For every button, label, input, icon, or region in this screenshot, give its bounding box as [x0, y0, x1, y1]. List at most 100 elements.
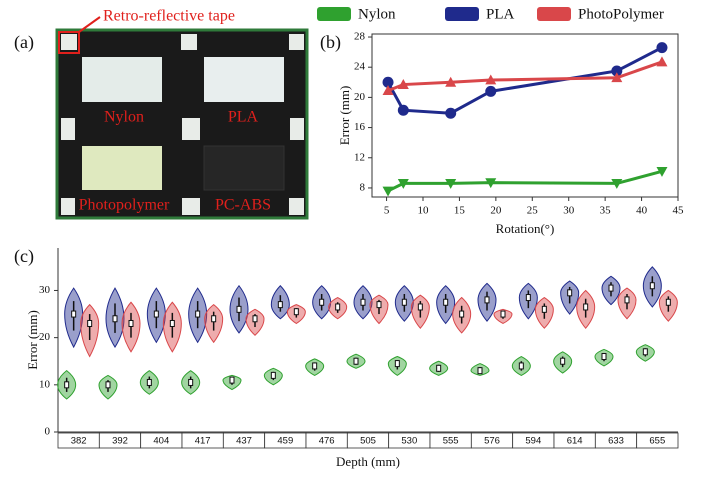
marker [382, 186, 394, 197]
violin-median [436, 364, 442, 372]
x-tick-label: 40 [636, 205, 648, 217]
violin-median [195, 310, 201, 318]
x-tick-label: 476 [319, 436, 335, 447]
x-tick-label: 614 [567, 436, 583, 447]
violin-median [443, 298, 449, 306]
sample [204, 57, 284, 102]
marker [445, 76, 457, 87]
marker [445, 107, 457, 119]
violin-median [87, 319, 93, 327]
violin-median [376, 301, 382, 309]
x-axis-title: Depth (mm) [336, 454, 400, 469]
violin-median [394, 360, 400, 368]
y-axis-title: Error (mm) [337, 86, 352, 146]
x-tick-label: 633 [608, 436, 624, 447]
y-tick-label: 0 [45, 426, 51, 438]
violin-median [477, 367, 483, 375]
x-tick-label: 382 [71, 436, 87, 447]
x-tick-label: 392 [112, 436, 128, 447]
marker [656, 56, 668, 67]
legend-label: Nylon [358, 6, 396, 22]
x-tick-label: 594 [525, 436, 541, 447]
violin-median [71, 310, 77, 318]
violin-median [583, 303, 589, 311]
tape-label: Retro-reflective tape [103, 8, 235, 25]
violin-median [252, 315, 258, 323]
category-cell [636, 432, 679, 449]
legend-label: PhotoPolymer [578, 6, 664, 22]
tape-patches [61, 34, 304, 215]
sample-label: Photopolymer [79, 197, 170, 214]
x-axis-title: Rotation(°) [496, 221, 555, 236]
y-axis-title: Error (mm) [25, 310, 40, 370]
x-tick-label: 655 [649, 436, 665, 447]
x-tick-label: 404 [153, 436, 169, 447]
violin-median [541, 305, 547, 313]
marker [397, 179, 409, 189]
y-tick-label: 20 [39, 331, 51, 343]
x-tick-label: 10 [418, 205, 430, 217]
marker [445, 179, 457, 189]
x-tick-label: 437 [236, 436, 252, 447]
y-tick-label: 16 [354, 121, 366, 133]
violin-median [169, 319, 175, 327]
marker [611, 65, 623, 77]
violin-median [649, 282, 655, 290]
violin-median [112, 315, 118, 323]
violin-median [484, 296, 490, 304]
marker [397, 104, 409, 116]
panel-label: (b) [320, 32, 341, 53]
x-tick-label: 5 [384, 205, 390, 217]
violin-median [665, 298, 671, 306]
marker [611, 72, 623, 83]
x-tick-label: 35 [600, 205, 612, 217]
tape-arrow [78, 16, 101, 33]
x-tick-label: 417 [195, 436, 211, 447]
marker [382, 85, 394, 95]
violin-median [525, 294, 531, 302]
panel-label: (a) [14, 32, 34, 53]
violin-median [146, 378, 152, 386]
x-tick-label: 25 [527, 205, 539, 217]
violin-median [500, 310, 506, 318]
x-tick-label: 15 [454, 205, 466, 217]
marker [485, 74, 497, 85]
panel-label: (c) [14, 246, 34, 267]
x-tick-label: 459 [277, 436, 293, 447]
y-tick-label: 8 [360, 181, 366, 193]
y-tick-label: 12 [354, 151, 365, 163]
violin-median [277, 301, 283, 309]
violin-median [312, 362, 318, 370]
marker [485, 85, 497, 97]
violin-median [401, 298, 407, 306]
x-tick-label: 30 [563, 205, 575, 217]
x-tick-label: 45 [673, 205, 685, 217]
violin-median [64, 381, 70, 389]
violin-median [105, 381, 111, 389]
sample [203, 145, 285, 191]
marker [382, 76, 394, 88]
violin-median [335, 303, 341, 311]
legend-swatch [317, 7, 351, 21]
legend-swatch [445, 7, 479, 21]
violin-median [518, 362, 524, 370]
violin-median [601, 353, 607, 361]
sample-label: PC-ABS [215, 197, 271, 214]
y-tick-label: 24 [354, 61, 366, 73]
marker [611, 179, 623, 189]
x-tick-label: 576 [484, 436, 500, 447]
x-tick-label: 20 [490, 205, 502, 217]
series-line [387, 169, 663, 193]
y-tick-label: 10 [39, 378, 51, 390]
violin-median [236, 305, 242, 313]
sample [82, 146, 162, 190]
violin-median [417, 303, 423, 311]
x-tick-label: 530 [401, 436, 417, 447]
violin-median [319, 298, 325, 306]
legend-label: PLA [486, 6, 515, 22]
sample [82, 57, 162, 102]
violin-median [560, 357, 566, 365]
sample-label: Nylon [104, 109, 144, 126]
violin-median [211, 315, 217, 323]
